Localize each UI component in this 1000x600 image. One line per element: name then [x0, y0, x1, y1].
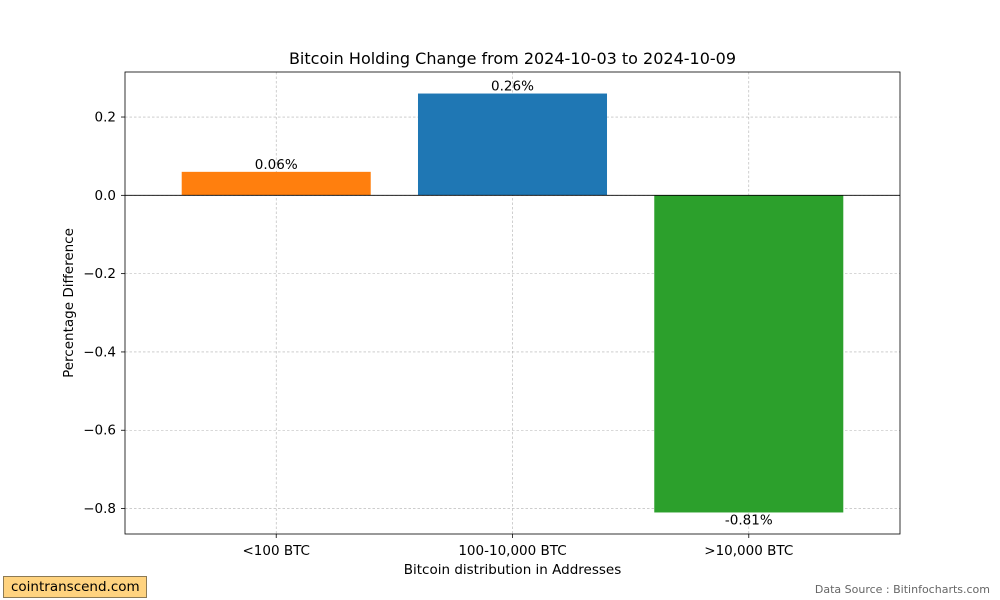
data-label-1: 0.26%	[491, 79, 534, 95]
x-tick-label-0: <100 BTC	[242, 543, 310, 559]
y-tick-label-5: −0.8	[83, 501, 116, 517]
x-tick-label-1: 100-10,000 BTC	[458, 543, 566, 559]
y-tick-label-4: −0.6	[83, 423, 116, 439]
y-tick-label-0: 0.2	[95, 110, 116, 126]
y-tick-label-3: −0.4	[83, 344, 116, 360]
x-tick-label-2: >10,000 BTC	[704, 543, 793, 559]
y-tick-label-2: −0.2	[83, 266, 116, 282]
bar-2	[654, 195, 844, 513]
data-source-note: Data Source : Bitinfocharts.com	[814, 583, 990, 596]
y-axis-ticks: 0.2 0.0 −0.2 −0.4 −0.6 −0.8	[83, 110, 125, 517]
chart-title: Bitcoin Holding Change from 2024-10-03 t…	[289, 49, 736, 68]
data-labels: 0.06% 0.26% -0.81%	[255, 79, 773, 529]
x-axis-label: Bitcoin distribution in Addresses	[404, 562, 622, 578]
data-label-2: -0.81%	[725, 512, 773, 528]
watermark-badge: cointranscend.com	[3, 576, 147, 598]
y-tick-label-1: 0.0	[95, 188, 116, 204]
y-axis-label: Percentage Difference	[61, 228, 77, 378]
bar-0	[181, 171, 371, 196]
data-label-0: 0.06%	[255, 157, 298, 173]
bars	[181, 93, 844, 513]
bar-1	[417, 93, 608, 196]
x-axis-ticks: <100 BTC 100-10,000 BTC >10,000 BTC	[242, 534, 793, 559]
